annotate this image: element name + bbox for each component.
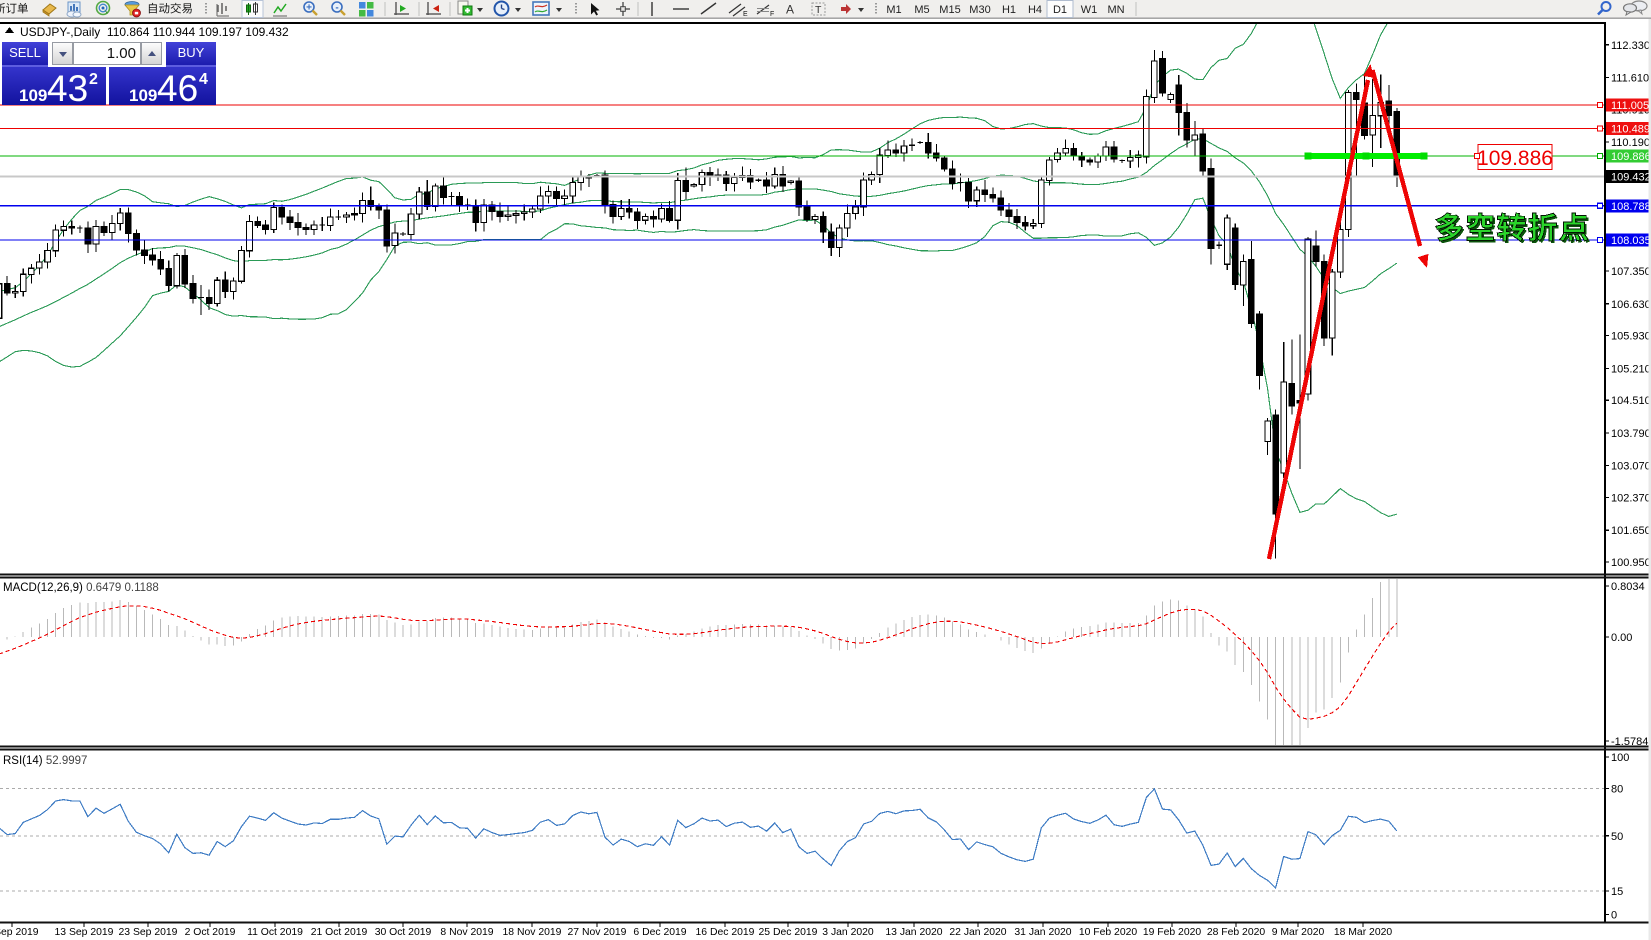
svg-text:6 Dec 2019: 6 Dec 2019	[633, 927, 686, 938]
svg-text:11 Oct 2019: 11 Oct 2019	[247, 927, 303, 938]
svg-text:H1: H1	[1002, 4, 1016, 16]
svg-text:100: 100	[1611, 752, 1629, 764]
svg-text:109.886: 109.886	[1477, 147, 1553, 170]
svg-text:104.510: 104.510	[1611, 395, 1651, 407]
svg-text:107.350: 107.350	[1611, 266, 1651, 278]
svg-text:112.330: 112.330	[1611, 40, 1650, 52]
svg-text:100.950: 100.950	[1611, 557, 1651, 569]
svg-text:111.610: 111.610	[1611, 73, 1649, 85]
svg-text:10 Feb 2020: 10 Feb 2020	[1079, 927, 1138, 938]
svg-text:105.930: 105.930	[1611, 331, 1651, 343]
svg-text:50: 50	[1611, 831, 1623, 843]
svg-text:16 Dec 2019: 16 Dec 2019	[696, 927, 755, 938]
svg-text:80: 80	[1611, 784, 1623, 796]
svg-text:M15: M15	[939, 4, 960, 16]
svg-text:106.630: 106.630	[1611, 299, 1651, 311]
svg-text:21 Oct 2019: 21 Oct 2019	[311, 927, 368, 938]
svg-text:15: 15	[1611, 886, 1623, 898]
svg-text:3 Jan 2020: 3 Jan 2020	[822, 927, 874, 938]
svg-text:108.788: 108.788	[1611, 201, 1651, 213]
svg-text:25 Dec 2019: 25 Dec 2019	[759, 927, 818, 938]
svg-text:19 Feb 2020: 19 Feb 2020	[1143, 927, 1202, 938]
svg-text:M1: M1	[886, 4, 901, 16]
svg-text:0.00: 0.00	[1611, 632, 1632, 644]
svg-text:2 Oct 2019: 2 Oct 2019	[185, 927, 236, 938]
svg-text:M30: M30	[969, 4, 990, 16]
svg-text:110.190: 110.190	[1611, 137, 1650, 149]
svg-text:103.070: 103.070	[1611, 461, 1651, 473]
svg-text:F: F	[770, 11, 774, 18]
svg-text:31 Jan 2020: 31 Jan 2020	[1014, 927, 1071, 938]
svg-text:27 Nov 2019: 27 Nov 2019	[568, 927, 627, 938]
svg-text:101.650: 101.650	[1611, 525, 1651, 537]
svg-text:-1.5784: -1.5784	[1611, 736, 1648, 748]
svg-text:RSI(14) 52.9997: RSI(14) 52.9997	[3, 755, 87, 767]
svg-text:USDJPY-,Daily 110.864 110.944: USDJPY-,Daily 110.864 110.944 109.197 10…	[20, 25, 289, 39]
svg-text:23 Sep 2019: 23 Sep 2019	[119, 927, 178, 938]
svg-text:E: E	[743, 11, 748, 18]
svg-text:0: 0	[1611, 910, 1617, 922]
svg-text:30 Oct 2019: 30 Oct 2019	[375, 927, 432, 938]
svg-text:D1: D1	[1053, 4, 1067, 16]
svg-text:13 Jan 2020: 13 Jan 2020	[885, 927, 942, 938]
svg-text:MACD(12,26,9) 0.6479 0.1188: MACD(12,26,9) 0.6479 0.1188	[3, 582, 159, 594]
svg-text:-: -	[335, 3, 338, 14]
svg-text:A: A	[786, 3, 794, 17]
svg-text:T: T	[815, 4, 822, 16]
svg-text:18 Mar 2020: 18 Mar 2020	[1334, 927, 1393, 938]
svg-text:105.210: 105.210	[1611, 363, 1651, 375]
svg-text:109.432: 109.432	[1611, 172, 1651, 184]
svg-text:111.005: 111.005	[1611, 100, 1649, 112]
svg-text:13 Sep 2019: 13 Sep 2019	[55, 927, 114, 938]
svg-text:9 Mar 2020: 9 Mar 2020	[1272, 927, 1325, 938]
svg-text:102.370: 102.370	[1611, 492, 1651, 504]
svg-text:28 Feb 2020: 28 Feb 2020	[1207, 927, 1266, 938]
svg-text:M5: M5	[914, 4, 929, 16]
svg-text:+: +	[306, 3, 312, 14]
svg-text:110.489: 110.489	[1611, 124, 1650, 136]
svg-text:109.886: 109.886	[1611, 151, 1651, 163]
svg-text:103.790: 103.790	[1611, 428, 1651, 440]
svg-text:2 Sep 2019: 2 Sep 2019	[0, 927, 39, 938]
svg-text:8 Nov 2019: 8 Nov 2019	[440, 927, 493, 938]
svg-text:108.035: 108.035	[1611, 235, 1651, 247]
svg-text:W1: W1	[1081, 4, 1098, 16]
svg-text:22 Jan 2020: 22 Jan 2020	[949, 927, 1006, 938]
svg-text:0.8034: 0.8034	[1611, 581, 1645, 593]
svg-text:MN: MN	[1107, 4, 1124, 16]
svg-text:18 Nov 2019: 18 Nov 2019	[503, 927, 562, 938]
svg-text:H4: H4	[1028, 4, 1042, 16]
